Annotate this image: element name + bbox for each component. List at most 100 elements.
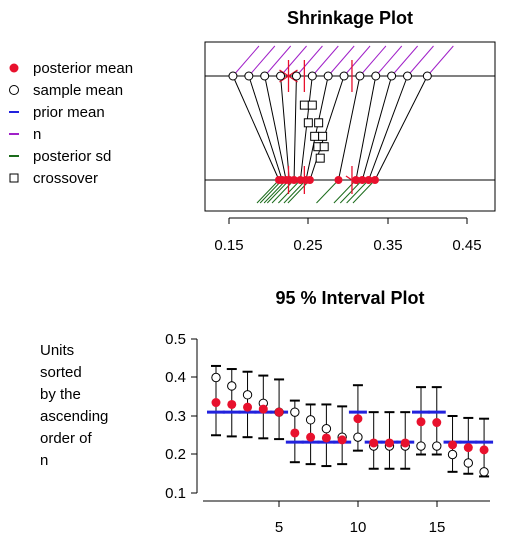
shrinkage-plot-title: Shrinkage Plot [287,8,413,28]
interval-y-axis: 0.5 0.4 0.3 0.2 0.1 [165,331,198,502]
sample-mean-point [290,407,300,417]
crossover-point [299,100,309,110]
posterior-mean-point [463,443,473,453]
n-line [296,45,323,77]
shrinkage-x-tick-label: 0.25 [293,237,322,254]
posterior-mean-point [290,428,300,438]
n-line [280,45,307,77]
shrinkage-line [309,75,345,181]
sample-mean-point [321,424,332,434]
interval-marks [207,364,494,478]
side-label-line: sorted [40,364,82,381]
posterior-mean-point [296,176,305,184]
crossover-point [315,153,325,163]
interval-x-tick-label: 10 [350,519,367,536]
legend: posterior mean sample mean prior mean n … [9,60,133,187]
interval-x-tick-label: 15 [429,519,446,536]
n-line [426,45,454,77]
shrinkage-line [248,75,283,181]
posterior-mean-point [351,176,360,184]
sample-mean-point [432,441,442,451]
legend-label-posterior-sd: posterior sd [33,148,111,165]
n-line [232,45,260,77]
side-label-line: order of [40,430,93,447]
sample-mean-point [228,71,238,81]
shrinkage-x-axis: 0.15 0.25 0.35 0.45 [214,217,482,254]
legend-label-prior-mean: prior mean [33,104,105,121]
shrinkage-x-tick-label: 0.45 [452,237,481,254]
sample-mean-point [242,390,253,400]
posterior-mean-point [258,404,268,414]
posterior-mean-point [479,445,489,455]
posterior-mean-point [290,176,299,184]
interval-x-tick-label: 5 [275,519,283,536]
posterior-mean-point [306,432,316,442]
interval-y-tick-label: 0.3 [165,408,186,425]
n-line [327,45,355,77]
legend-label-posterior-mean: posterior mean [33,60,133,77]
sample-mean-point [276,71,286,81]
interval-plot-side-label: Units sorted by the ascending order of n [40,342,108,469]
side-label-line: Units [40,342,74,359]
crossover-point [318,131,328,141]
legend-label-crossover: crossover [33,170,98,187]
crossover-point [303,118,313,128]
legend-posterior-mean-marker [9,63,19,73]
crossover-point [314,118,324,128]
sample-mean-point [463,458,474,468]
posterior-mean-point [432,418,442,428]
shrinkage-line [305,75,329,181]
sample-mean-point [260,71,270,81]
posterior-mean-point [400,438,410,448]
posterior-mean-point [274,407,284,417]
posterior-mean-point [358,176,367,184]
posterior-mean-point [353,414,363,424]
posterior-mean-point [369,438,379,448]
n-line [264,45,292,77]
posterior-mean-point [334,176,343,184]
shrinkage-line [299,75,313,181]
posterior-mean-point [364,176,373,184]
sample-mean-point [211,372,221,383]
shrinkage-line [337,75,361,181]
interval-y-tick-label: 0.4 [165,369,186,386]
posterior-sd-line [256,179,280,204]
posterior-mean-point [243,402,253,412]
sample-mean-point [227,381,237,391]
sample-mean-point [447,449,458,460]
shrinkage-x-tick-label: 0.35 [373,237,402,254]
posterior-sd-line [339,179,363,204]
shrinkage-plot: Shrinkage Plot posterior mean sample mea… [9,8,496,254]
n-line [391,45,419,77]
sample-mean-point [291,71,301,81]
shrinkage-line [293,75,297,181]
legend-label-sample-mean: sample mean [33,82,123,99]
n-line [359,45,387,77]
shrinkage-line [280,75,290,181]
sample-mean-point [479,467,489,477]
sample-mean-point [371,71,381,81]
shrinkage-line [355,75,377,181]
shrinkage-line [374,75,428,181]
posterior-mean-point [448,440,458,450]
sample-mean-point [305,415,316,425]
posterior-mean-point [227,399,237,409]
interval-plot: 95 % Interval Plot Units sorted by the a… [40,288,494,536]
posterior-sd-line [283,179,307,204]
legend-sample-mean-marker [9,85,19,95]
sample-mean-point [355,71,365,81]
sample-mean-point [422,71,432,81]
posterior-mean-point [370,176,379,184]
shrinkage-x-tick-label: 0.15 [214,237,243,254]
shrinkage-line [264,75,287,181]
n-line [407,45,434,77]
crossover-point [319,142,329,152]
posterior-mean-point [416,417,426,427]
sample-mean-point [244,71,254,81]
interval-y-tick-label: 0.1 [165,485,186,502]
side-label-line: ascending [40,408,108,425]
side-label-line: n [40,452,48,469]
shrinkage-marks [228,45,454,204]
posterior-mean-point [384,438,394,448]
